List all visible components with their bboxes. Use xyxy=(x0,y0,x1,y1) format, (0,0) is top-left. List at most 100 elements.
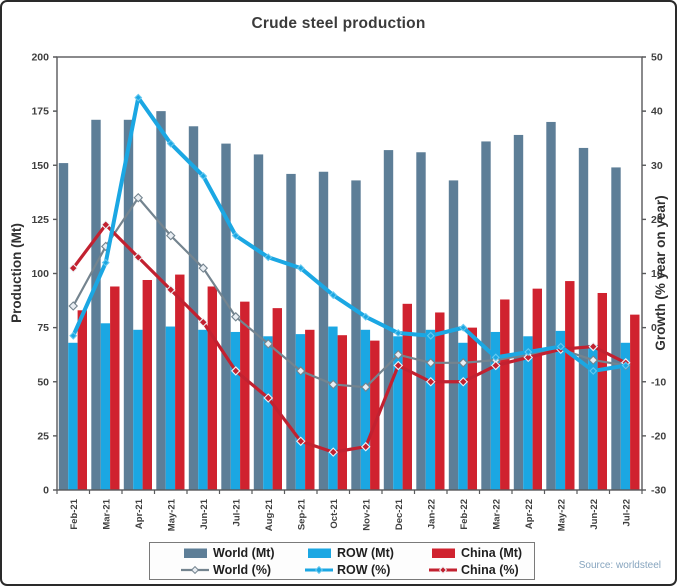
legend-line-swatch xyxy=(429,565,457,574)
marker-row xyxy=(296,264,305,273)
x-tick-label: Apr-22 xyxy=(524,499,535,529)
legend-item-world: World (%) xyxy=(180,563,271,577)
marker-row xyxy=(231,231,240,240)
x-tick-label: Dec-21 xyxy=(394,498,405,530)
bar-row-mt xyxy=(490,331,501,490)
bar-china-mt xyxy=(110,286,120,490)
left-tick-label: 175 xyxy=(31,106,49,118)
marker-world xyxy=(393,349,404,360)
swatch-marker xyxy=(190,565,200,574)
legend-label: World (Mt) xyxy=(213,545,275,560)
marker-row xyxy=(621,361,630,370)
marker-china xyxy=(198,317,209,327)
marker-row xyxy=(166,139,175,148)
left-tick-label: 75 xyxy=(37,322,49,334)
source-note: Source: worldsteel xyxy=(578,560,661,571)
legend-line-swatch xyxy=(305,565,333,574)
marker-china xyxy=(230,366,241,376)
left-tick-label: 150 xyxy=(31,160,49,172)
left-tick-label: 200 xyxy=(31,52,49,64)
x-tick-label: Jan-22 xyxy=(426,499,437,529)
bar-china-mt xyxy=(597,292,607,490)
right-tick-label: -30 xyxy=(651,485,666,497)
legend-label: World (%) xyxy=(213,562,272,577)
bar-row-mt xyxy=(425,329,436,490)
bar-row-mt xyxy=(165,326,176,490)
right-tick-label: -20 xyxy=(651,430,666,442)
legend-item-row: ROW (%) xyxy=(304,563,390,577)
right-tick-label: 40 xyxy=(651,106,663,118)
bar-row-mt xyxy=(68,342,78,490)
marker-row xyxy=(199,172,208,181)
right-tick-label: 10 xyxy=(651,268,663,280)
bar-world-mt xyxy=(611,167,621,491)
bar-world-mt xyxy=(123,119,134,490)
bar-world-mt xyxy=(318,171,329,490)
bar-world-mt xyxy=(91,119,101,490)
legend-item-world-mt: World (Mt) xyxy=(180,546,275,560)
marker-row xyxy=(426,331,435,340)
x-tick-label: Aug-21 xyxy=(264,498,275,531)
bar-china-mt xyxy=(630,314,640,490)
right-tick-label: 50 xyxy=(651,52,663,64)
legend-item-china: China (%) xyxy=(428,563,519,577)
bar-row-mt xyxy=(555,330,566,490)
x-tick-label: Nov-21 xyxy=(361,498,372,530)
marker-world xyxy=(588,355,599,365)
bar-china-mt xyxy=(175,274,185,490)
bar-china-mt xyxy=(272,308,282,490)
left-tick-label: 25 xyxy=(37,430,49,442)
bar-world-mt xyxy=(253,154,264,491)
left-tick-label: 125 xyxy=(31,214,49,226)
marker-china xyxy=(295,436,306,447)
axes-layer: 0 25 50 75 100 125 150 175 200 -30 -20 -10 0 10 20 30 40… xyxy=(31,52,666,532)
left-tick-label: 50 xyxy=(37,376,49,388)
bar-china-mt xyxy=(435,312,445,490)
bar-world-mt xyxy=(188,126,199,490)
marker-world xyxy=(68,301,79,311)
marker-world xyxy=(198,263,209,273)
line-world xyxy=(72,196,627,389)
bar-row-mt xyxy=(328,326,338,490)
right-tick-label: 20 xyxy=(651,214,663,226)
marker-row xyxy=(101,258,110,267)
bar-china-mt xyxy=(142,279,152,490)
marker-china xyxy=(328,447,339,457)
right-tick-label: -10 xyxy=(651,376,666,388)
bar-row-mt xyxy=(230,331,241,490)
bar-row-mt xyxy=(133,329,143,490)
bar-china-mt xyxy=(207,286,217,490)
bar-row-mt xyxy=(620,342,631,490)
swatch-rect xyxy=(432,548,455,558)
swatch-rect xyxy=(184,548,207,558)
bar-china-mt xyxy=(467,327,477,490)
x-tick-label: Feb-22 xyxy=(459,499,470,530)
bar-world-mt xyxy=(221,143,231,490)
right-tick-label: 30 xyxy=(651,160,663,172)
marker-row xyxy=(556,342,565,351)
marker-china xyxy=(133,252,144,263)
line-row xyxy=(71,95,628,373)
bar-row-mt xyxy=(523,336,533,490)
x-tick-label: Jul-22 xyxy=(621,499,632,526)
marker-world xyxy=(360,382,371,392)
swatch-marker xyxy=(314,565,324,574)
legend-label: ROW (%) xyxy=(337,562,391,577)
marker-world xyxy=(425,358,436,368)
legend-item-row-mt: ROW (Mt) xyxy=(304,546,394,560)
marker-row xyxy=(134,93,143,102)
line-china xyxy=(71,223,628,454)
bar-world-mt xyxy=(513,134,524,490)
legend-bar-swatch xyxy=(432,548,455,558)
bar-world-mt xyxy=(448,180,459,490)
legend-bar-swatch xyxy=(308,548,331,558)
bar-world-mt xyxy=(286,173,296,490)
marker-row xyxy=(69,331,78,340)
bar-china-mt xyxy=(240,301,250,490)
marker-row xyxy=(589,366,598,375)
marker-world xyxy=(458,358,469,368)
bar-china-mt xyxy=(337,335,347,490)
legend-item-china-mt: China (Mt) xyxy=(428,546,522,560)
marker-world xyxy=(295,366,306,376)
